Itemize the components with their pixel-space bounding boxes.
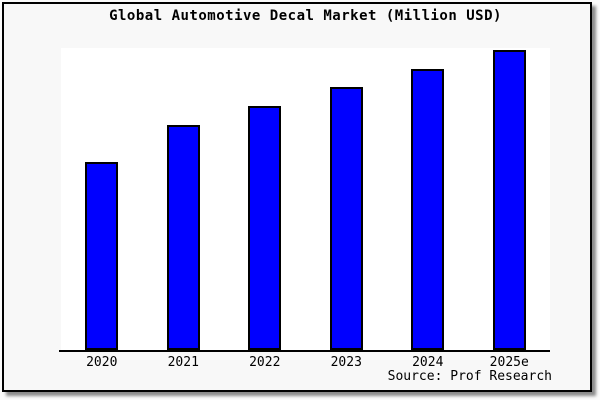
bar-2020 (85, 162, 119, 350)
bar-2023 (329, 87, 363, 350)
bar-2025e (492, 50, 526, 350)
bar-2021 (166, 125, 200, 350)
x-tick-label-2021: 2021 (167, 355, 199, 370)
x-tick-label-2022: 2022 (249, 355, 281, 370)
plot-area (61, 48, 550, 350)
source-caption: Source: Prof Research (387, 369, 552, 384)
x-tick-label-2024: 2024 (412, 355, 444, 370)
bar-2022 (248, 106, 282, 350)
x-axis-line (59, 350, 550, 352)
x-tick-label-2020: 2020 (86, 355, 118, 370)
x-tick-label-2025e: 2025e (489, 355, 529, 370)
bar-2024 (411, 69, 445, 350)
chart-frame: Global Automotive Decal Market (Million … (2, 2, 592, 392)
chart-title: Global Automotive Decal Market (Million … (109, 8, 502, 24)
x-tick-label-2023: 2023 (330, 355, 362, 370)
